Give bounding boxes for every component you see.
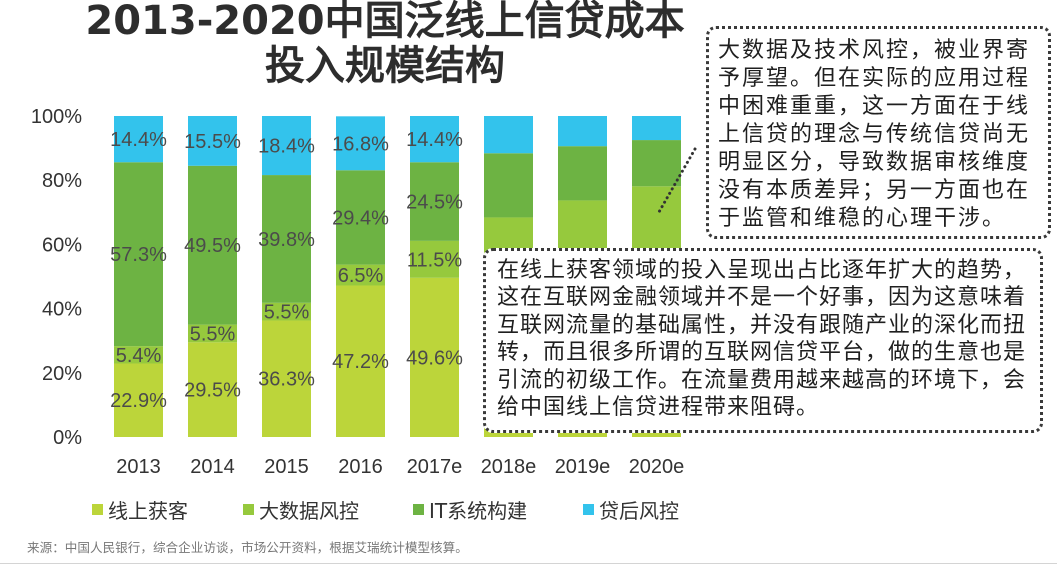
- bar-segment-series-3-2019e: [558, 116, 607, 147]
- chart-title-line-1: 2013-2020中国泛线上信贷成本: [85, 0, 685, 44]
- annotation-line: 于监管和维稳的心理干涉。: [718, 206, 1007, 231]
- chart-title: 2013-2020中国泛线上信贷成本 投入规模结构: [60, 0, 710, 89]
- bar-segment-series-3-2014: [188, 116, 237, 166]
- y-tick-label: 60%: [42, 234, 82, 256]
- x-tick-label: 2016: [338, 456, 383, 478]
- bar-segment-series-1-2013: [114, 346, 163, 364]
- legend-item-series-0: 线上获客: [92, 497, 188, 523]
- x-tick-label: 2014: [190, 456, 235, 478]
- legend-label: 贷后风控: [599, 498, 679, 523]
- legend-item-series-2: IT系统构建: [413, 497, 528, 523]
- bar-segment-series-3-2017e: [410, 116, 459, 163]
- bar-segment-series-3-2016: [336, 116, 385, 171]
- data-label: 15.5%: [184, 131, 241, 153]
- annotation-line: 中困难重重，这一方面在于线: [718, 94, 1031, 119]
- annotation-box-bottom: 在线上获客领域的投入呈现出占比逐年扩大的趋势， 这在互联网金融领域并不是一个好事…: [483, 248, 1043, 433]
- y-axis: 0% 20% 40% 60% 80% 100%: [31, 106, 82, 449]
- bar-segment-series-1-2014: [188, 324, 237, 343]
- y-tick-label: 40%: [42, 299, 82, 321]
- legend-swatch: [92, 503, 103, 515]
- y-tick-label: 100%: [31, 106, 82, 128]
- annotation-line: 予厚望。但在实际的应用过程: [718, 66, 1031, 91]
- annotation-line: 明显区分，导致数据审核维度: [718, 150, 1031, 175]
- bar-segment-series-2-2016: [336, 170, 385, 265]
- bar-segment-series-0-2015: [262, 320, 311, 437]
- data-label: 14.4%: [110, 129, 167, 151]
- x-tick-label: 2017e: [407, 456, 463, 478]
- annotation-leader-line: [657, 147, 697, 214]
- bar-segment-series-1-2017e: [410, 240, 459, 278]
- data-label: 29.5%: [184, 380, 241, 402]
- data-label: 49.5%: [184, 235, 241, 257]
- data-label: 6.5%: [338, 265, 384, 287]
- x-axis: 2013 2014 2015 2016 2017e 2018e 2019e 2020e: [116, 456, 684, 478]
- legend-label: IT系统构建: [429, 498, 528, 523]
- bar-segment-series-1-2020e: [632, 186, 681, 258]
- bar-segment-series-2-2014: [188, 165, 237, 325]
- footer-divider: [0, 563, 1057, 564]
- annotation-box-top-right: 大数据及技术风控，被业界寄 予厚望。但在实际的应用过程 中困难重重，这一方面在于…: [706, 26, 1051, 239]
- bar-segment-series-3-2015: [262, 116, 311, 176]
- bar-segment-series-3-2018e: [484, 116, 533, 154]
- source-note: 来源：中国人民银行，综合企业访谈，市场公开资料，根据艾瑞统计模型核算。: [27, 540, 468, 555]
- legend-item-series-3: 贷后风控: [583, 497, 679, 523]
- data-label: 24.5%: [406, 192, 463, 214]
- annotation-line: 上信贷的理念与传统信贷尚无: [718, 122, 1031, 147]
- legend-swatch: [413, 503, 424, 515]
- x-tick-label: 2020e: [629, 456, 685, 478]
- data-label: 5.4%: [116, 345, 162, 367]
- annotation-line: 引流的初级工作。在流量费用越来越高的环境下，会: [497, 367, 1027, 393]
- x-tick-label: 2013: [116, 456, 161, 478]
- data-label: 16.8%: [332, 133, 389, 155]
- annotation-line: 大数据及技术风控，被业界寄: [718, 38, 1031, 63]
- legend-swatch: [583, 503, 594, 515]
- bar-segment-series-2-2015: [262, 175, 311, 303]
- bar-segment-series-2-2018e: [484, 153, 533, 218]
- data-label: 5.5%: [264, 302, 310, 324]
- chart-title-line-2: 投入规模结构: [265, 43, 505, 89]
- data-label: 47.2%: [332, 351, 389, 373]
- bar-segment-series-2-2020e: [632, 140, 681, 187]
- bar-segment-series-0-2014: [188, 342, 237, 437]
- y-tick-label: 20%: [42, 363, 82, 385]
- data-label: 39.8%: [258, 229, 315, 251]
- bar-segment-series-2-2013: [114, 162, 163, 347]
- annotation-line: 互联网流量的基础属性，并没有跟随产业的深化而扭: [497, 312, 1027, 338]
- data-label: 14.4%: [406, 129, 463, 151]
- data-labels: 22.9% 5.4% 57.3% 14.4% 29.5% 5.5% 49.5% 15.5% 36…: [110, 129, 463, 412]
- legend-item-series-1: 大数据风控: [243, 497, 359, 523]
- annotation-line: 这在互联网金融领域并不是一个好事，因为这意味着: [497, 285, 1027, 311]
- annotation-line: 转，而且很多所谓的互联网信贷平台，做的生意也是: [497, 340, 1027, 366]
- bar-segment-series-1-2016: [336, 264, 385, 286]
- y-tick-label: 0%: [53, 427, 82, 449]
- data-label: 36.3%: [258, 369, 315, 391]
- data-label: 11.5%: [407, 249, 462, 271]
- data-label: 49.6%: [406, 347, 463, 369]
- x-tick-label: 2018e: [481, 456, 537, 478]
- data-label: 5.5%: [190, 323, 236, 345]
- bar-segment-series-0-2013: [114, 363, 163, 437]
- annotation-line: 没有本质差异；另一方面也在: [718, 178, 1031, 203]
- x-tick-label: 2019e: [555, 456, 611, 478]
- bar-segment-series-2-2017e: [410, 162, 459, 241]
- bar-segment-series-3-2020e: [632, 116, 681, 141]
- annotation-line: 在线上获客领域的投入呈现出占比逐年扩大的趋势，: [497, 258, 1027, 283]
- y-tick-label: 80%: [42, 170, 82, 192]
- data-label: 18.4%: [258, 136, 315, 158]
- legend-label: 大数据风控: [259, 498, 359, 523]
- bar-segment-series-3-2013: [114, 116, 163, 163]
- bar-segment-series-0-2016: [336, 285, 385, 437]
- bar-segment-series-1-2015: [262, 302, 311, 321]
- bar-segment-series-0-2017e: [410, 277, 459, 437]
- legend-label: 线上获客: [108, 498, 188, 523]
- data-label: 57.3%: [110, 244, 167, 266]
- bar-segment-series-2-2019e: [558, 146, 607, 201]
- annotation-line: 给中国线上信贷进程带来阻碍。: [497, 395, 820, 421]
- data-label: 22.9%: [110, 390, 167, 412]
- legend-swatch: [243, 503, 254, 515]
- data-label: 29.4%: [332, 207, 389, 229]
- x-tick-label: 2015: [264, 456, 309, 478]
